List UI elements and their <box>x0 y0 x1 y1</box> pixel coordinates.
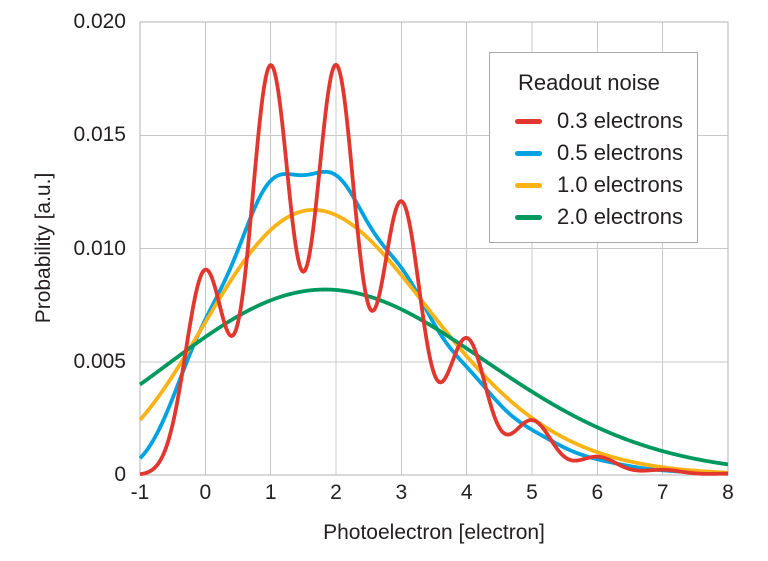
legend-label: 0.3 electrons <box>557 108 683 133</box>
x-tick-label: -1 <box>130 481 150 504</box>
legend-entry-1.0-electrons: 1.0 electrons <box>515 169 691 201</box>
x-axis-title: Photoelectron [electron] <box>323 521 545 544</box>
x-tick-label: 6 <box>591 481 604 504</box>
legend-entry-0.3-electrons: 0.3 electrons <box>515 105 691 137</box>
x-tick-label: 8 <box>722 481 734 504</box>
legend-label: 0.5 electrons <box>557 140 683 165</box>
plot-frame <box>139 21 729 476</box>
curve-1.0-electrons <box>138 207 729 475</box>
legend-label: 2.0 electrons <box>557 204 683 229</box>
y-tick-label: 0.020 <box>73 10 126 33</box>
y-tick-label: 0.005 <box>73 349 126 373</box>
legend-entry-2.0-electrons: 2.0 electrons <box>515 201 691 233</box>
x-tick-label: 2 <box>330 481 342 504</box>
legend-swatch <box>515 118 542 124</box>
legend-label: 1.0 electrons <box>557 172 683 197</box>
legend-entries: 0.3 electrons 0.5 electrons 1.0 electrons 2… <box>515 105 691 233</box>
y-tick-label: 0.015 <box>73 123 126 147</box>
x-tick-label: 7 <box>656 481 669 504</box>
curve-0.5-electrons <box>138 169 729 476</box>
curve-0.3-electrons <box>139 62 729 477</box>
y-tick-label: 0 <box>114 463 126 486</box>
x-tick-label: 3 <box>395 481 408 504</box>
x-tick-label: 4 <box>460 481 473 504</box>
legend-swatch <box>515 182 542 188</box>
legend-entry-0.5-electrons: 0.5 electrons <box>515 137 691 169</box>
x-tick-label: 0 <box>199 481 212 504</box>
y-tick-label: 0.010 <box>73 236 126 260</box>
x-tick-label: 1 <box>264 481 277 504</box>
legend-title: Readout noise <box>518 70 660 95</box>
legend: Readout noise 0.3 electrons 0.5 electrons… <box>489 52 698 243</box>
x-tick-label: 5 <box>526 481 538 504</box>
legend-swatch <box>515 214 542 220</box>
legend-swatch <box>515 150 542 156</box>
